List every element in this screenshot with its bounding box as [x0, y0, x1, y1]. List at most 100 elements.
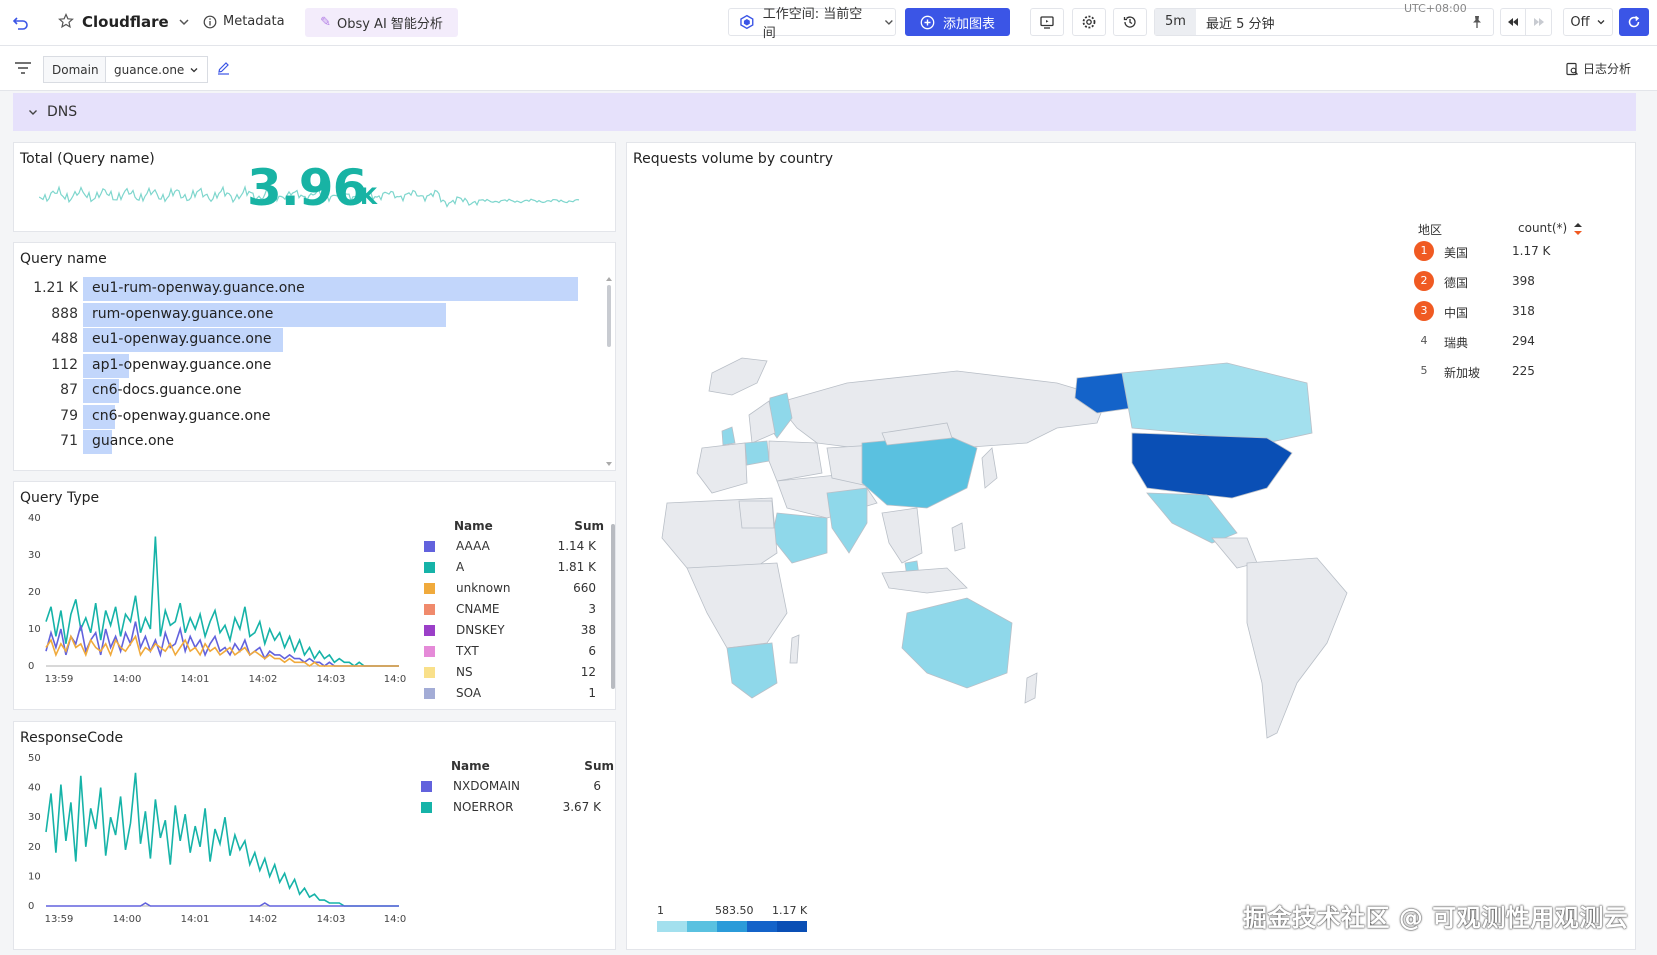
rank-badge: 4 [1420, 334, 1428, 347]
country-map-panel: Requests volume by country [626, 142, 1636, 950]
legend-scrollbar[interactable] [611, 524, 615, 689]
back-button[interactable] [12, 12, 34, 34]
sparkle-icon: ✎ [320, 15, 331, 30]
legend-sum: 38 [580, 623, 596, 637]
timezone-label: UTC+08:00 [1404, 2, 1467, 15]
legend-item[interactable]: SOA 1 [424, 683, 596, 705]
panel-title: Total (Query name) [20, 151, 155, 167]
y-tick-label: 40 [28, 783, 41, 794]
variable-name-chip: Domain [43, 56, 106, 83]
auto-refresh-select[interactable]: Off [1563, 8, 1613, 36]
fullscreen-button[interactable] [1030, 8, 1064, 36]
scroll-down-icon[interactable] [605, 461, 613, 467]
query-name-row[interactable]: 888 rum-openway.guance.one [20, 302, 615, 327]
time-range-picker[interactable]: 5m 最近 5 分钟 [1154, 8, 1494, 36]
legend-item[interactable]: NS 12 [424, 662, 596, 684]
log-search-icon [1566, 62, 1578, 75]
legend-item[interactable]: A 1.81 K [424, 557, 596, 579]
legend-sum: 1 [588, 686, 596, 700]
legend-sum: 3 [588, 602, 596, 616]
legend-sum: 1.81 K [557, 560, 596, 574]
query-name-row[interactable]: 87 cn6-docs.guance.one [20, 379, 615, 403]
country-table-count-header[interactable]: count(*) [1518, 221, 1583, 236]
x-tick-label: 14:0 [384, 914, 406, 925]
y-tick-label: 20 [28, 587, 41, 598]
query-name-bar [83, 328, 283, 352]
legend-item[interactable]: NXDOMAIN 6 [421, 776, 601, 798]
add-chart-label: 添加图表 [942, 16, 995, 32]
legend-sum: 12 [580, 665, 596, 679]
legend-swatch [424, 583, 435, 594]
legend-item[interactable]: DNSKEY 38 [424, 620, 596, 642]
x-tick-label: 14:01 [181, 914, 210, 925]
scale-mid-label: 583.50 [715, 904, 754, 917]
settings-button[interactable] [1072, 8, 1106, 36]
query-name-label: cn6-docs.guance.one [92, 382, 242, 398]
query-name-scrollbar[interactable] [607, 285, 611, 347]
refresh-icon [1628, 15, 1640, 28]
x-tick-label: 14:00 [113, 674, 142, 685]
top-toolbar: Cloudflare Metadata ✎ Obsy AI 智能分析 工作空间:… [0, 0, 1657, 46]
legend-sum-header: Sum [584, 759, 614, 773]
group-header-dns[interactable]: DNS [13, 93, 1636, 131]
legend-name: NXDOMAIN [453, 779, 520, 793]
legend-swatch [424, 625, 435, 636]
variable-value: guance.one [114, 62, 185, 77]
y-tick-label: 10 [28, 624, 41, 635]
country-southeast-asia [881, 507, 923, 564]
x-tick-label: 14:01 [181, 674, 210, 685]
workspace-selector[interactable]: 工作空间: 当前空间 [728, 7, 896, 41]
step-back-button[interactable] [1501, 9, 1527, 35]
query-name-row[interactable]: 112 ap1-openway.guance.one [20, 353, 615, 378]
region-count: 398 [1512, 274, 1535, 288]
query-name-row[interactable]: 79 cn6-openway.guance.one [20, 404, 615, 429]
scale-min-label: 1 [657, 904, 664, 917]
history-button[interactable] [1113, 8, 1147, 36]
country-new-zealand [1024, 672, 1038, 704]
dashboard-title-dropdown[interactable]: Cloudflare [82, 13, 191, 31]
log-analysis-button[interactable]: 日志分析 [1565, 60, 1631, 77]
obsy-ai-button[interactable]: ✎ Obsy AI 智能分析 [305, 8, 458, 37]
panel-title: Query Type [20, 490, 100, 506]
y-tick-label: 40 [28, 513, 41, 524]
legend-item[interactable]: AAAA 1.14 K [424, 536, 596, 558]
query-name-label: eu1-rum-openway.guance.one [92, 280, 305, 296]
legend-item[interactable]: CNAME 3 [424, 599, 596, 621]
legend-item[interactable]: TXT 6 [424, 641, 596, 663]
x-tick-label: 14:02 [249, 914, 278, 925]
country-indonesia [881, 567, 968, 594]
legend-sum: 1.14 K [557, 539, 596, 553]
filter-toggle-button[interactable] [14, 60, 32, 76]
chevron-down-icon [29, 110, 37, 115]
star-icon [58, 13, 74, 29]
refresh-button[interactable] [1619, 8, 1649, 36]
legend-name: NS [456, 665, 473, 679]
edit-variable-button[interactable] [216, 60, 231, 75]
scale-step [777, 921, 807, 932]
query-name-row[interactable]: 488 eu1-openway.guance.one [20, 328, 615, 352]
y-tick-label: 20 [28, 842, 41, 853]
panel-title: ResponseCode [20, 730, 124, 746]
filter-bar: Domain guance.one 日志分析 [0, 46, 1657, 91]
country-table-rows: 1 美国 1.17 K 2 德国 398 3 中国 318 4 瑞典 294 5 新加坡 225 [1414, 241, 1594, 401]
favorite-button[interactable] [58, 13, 74, 29]
variable-value-select[interactable]: guance.one [105, 56, 208, 83]
query-name-count: 71 [60, 433, 78, 449]
pin-button[interactable] [1470, 15, 1484, 29]
metadata-label: Metadata [223, 14, 285, 29]
legend-item[interactable]: NOERROR 3.67 K [421, 797, 601, 819]
scroll-up-icon[interactable] [605, 276, 613, 282]
step-forward-button[interactable] [1526, 9, 1551, 35]
query-name-row[interactable]: 71 guance.one [20, 430, 615, 454]
country-africa-south [726, 642, 778, 699]
legend-item[interactable]: unknown 660 [424, 578, 596, 600]
country-australia [901, 597, 1013, 689]
gear-icon [1082, 15, 1096, 29]
metadata-button[interactable]: Metadata [203, 14, 285, 29]
group-title: DNS [47, 104, 78, 120]
filter-lines-icon [15, 62, 31, 74]
legend-swatch [421, 781, 432, 792]
query-name-row[interactable]: 1.21 K eu1-rum-openway.guance.one [20, 277, 615, 301]
add-chart-button[interactable]: 添加图表 [905, 8, 1010, 36]
query-name-label: cn6-openway.guance.one [92, 407, 271, 424]
